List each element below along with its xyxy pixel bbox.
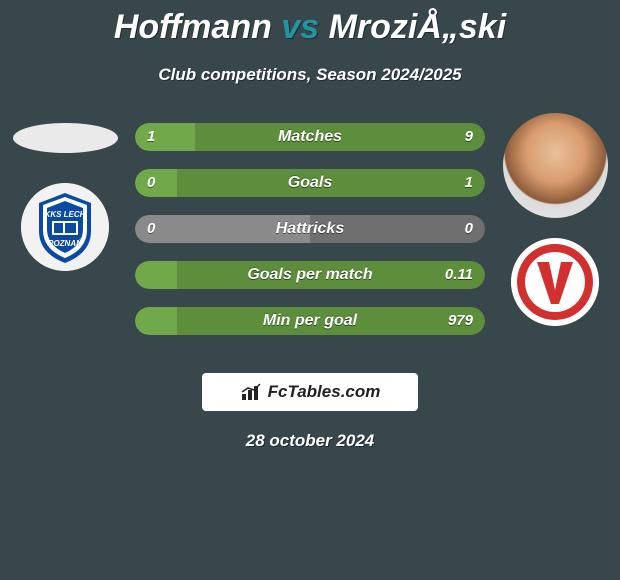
stat-bar-right-segment <box>177 307 485 335</box>
stat-bar-left-segment <box>135 123 195 151</box>
right-player-column <box>490 113 620 373</box>
stat-value-right: 1 <box>465 169 473 197</box>
brand-label: FcTables.com <box>268 382 381 402</box>
bar-chart-icon <box>240 382 264 402</box>
stat-bar-left-segment <box>135 307 177 335</box>
brand-badge[interactable]: FcTables.com <box>202 373 418 411</box>
stat-bar-left-segment <box>135 261 177 289</box>
player2-name: MroziÅ„ski <box>329 8 507 46</box>
player2-club-badge <box>511 238 599 326</box>
stat-bar-left-segment <box>135 169 177 197</box>
stat-bar-row: Hattricks00 <box>135 215 485 243</box>
stat-bar-right-segment <box>177 169 485 197</box>
stat-bar-left-segment <box>135 215 310 243</box>
stat-bar-row: Matches19 <box>135 123 485 151</box>
stat-value-right: 0 <box>465 215 473 243</box>
player2-photo <box>503 113 608 218</box>
snapshot-date: 28 october 2024 <box>0 431 620 451</box>
stat-bar-right-segment <box>195 123 486 151</box>
stat-value-left: 1 <box>147 123 155 151</box>
stat-value-left: 0 <box>147 215 155 243</box>
stat-bar-row: Goals01 <box>135 169 485 197</box>
vicenza-badge-icon <box>511 238 599 326</box>
competition-season: Club competitions, Season 2024/2025 <box>0 65 620 85</box>
stat-value-right: 979 <box>448 307 473 335</box>
comparison-content: KKS LECH POZNAŃ Matches19Goals01Hattrick… <box>0 113 620 373</box>
svg-text:KKS LECH: KKS LECH <box>45 210 86 219</box>
stat-value-right: 9 <box>465 123 473 151</box>
player1-photo-placeholder <box>13 123 118 153</box>
stat-value-right: 0.11 <box>445 261 473 289</box>
stat-value-left: 0 <box>147 169 155 197</box>
stat-bar-right-segment <box>177 261 485 289</box>
vs-word: vs <box>281 8 328 46</box>
player1-club-badge: KKS LECH POZNAŃ <box>21 183 109 271</box>
left-player-column: KKS LECH POZNAŃ <box>0 113 130 373</box>
comparison-title: Hoffmann vs MroziÅ„ski <box>0 0 620 47</box>
player1-name: Hoffmann <box>114 8 272 46</box>
stat-bars: Matches19Goals01Hattricks00Goals per mat… <box>135 123 485 353</box>
lech-poznan-badge-icon: KKS LECH POZNAŃ <box>21 183 109 271</box>
stat-bar-row: Goals per match0.11 <box>135 261 485 289</box>
stat-bar-right-segment <box>310 215 485 243</box>
svg-text:POZNAŃ: POZNAŃ <box>48 239 82 248</box>
stat-bar-row: Min per goal979 <box>135 307 485 335</box>
